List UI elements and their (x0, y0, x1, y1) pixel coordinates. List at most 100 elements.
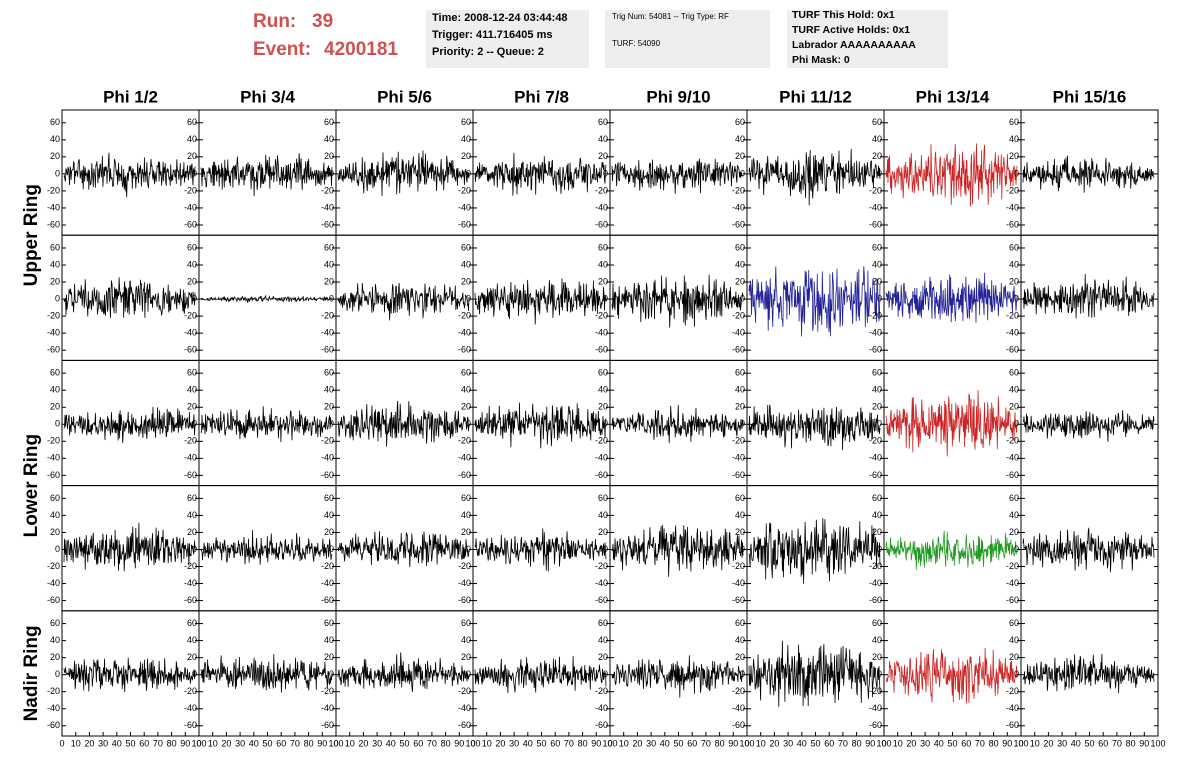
waveform (200, 653, 333, 693)
waveform (885, 272, 1018, 323)
x-tick-label: 10 (1030, 738, 1040, 748)
waveform (337, 652, 470, 693)
y-tick-label: 60 (187, 368, 197, 378)
y-tick-label: 20 (598, 652, 608, 662)
y-tick-label: -40 (458, 328, 471, 338)
y-tick-label: 60 (735, 242, 745, 252)
x-tick-label: 10 (619, 738, 629, 748)
y-tick-label: 60 (461, 242, 471, 252)
info-box (787, 10, 948, 68)
column-title: Phi 7/8 (514, 87, 569, 106)
y-tick-label: -20 (47, 310, 60, 320)
x-tick-label: 60 (550, 738, 560, 748)
x-tick-label: 30 (1057, 738, 1067, 748)
y-tick-label: -20 (458, 686, 471, 696)
y-tick-label: -40 (1006, 703, 1019, 713)
y-tick-label: -20 (47, 686, 60, 696)
waveform (1022, 410, 1155, 442)
y-tick-label: 40 (324, 259, 334, 269)
x-tick-label: 60 (824, 738, 834, 748)
y-tick-label: 60 (1009, 493, 1019, 503)
y-tick-label: 20 (324, 151, 334, 161)
y-tick-label: -20 (869, 561, 882, 571)
waveform (337, 400, 470, 447)
x-tick-label: 0 (196, 738, 201, 748)
y-tick-label: -20 (47, 436, 60, 446)
column-title: Phi 5/6 (377, 87, 432, 106)
y-tick-label: -20 (732, 436, 745, 446)
y-tick-label: 0 (603, 544, 608, 554)
waveform (337, 282, 470, 321)
y-tick-label: 40 (461, 510, 471, 520)
y-tick-label: -20 (321, 561, 334, 571)
waveform (63, 406, 196, 444)
waveform (63, 152, 196, 198)
y-tick-label: 0 (55, 419, 60, 429)
y-tick-label: -60 (595, 219, 608, 229)
y-tick-label: -60 (47, 345, 60, 355)
waveform (611, 158, 744, 194)
y-tick-label: -60 (1006, 345, 1019, 355)
x-tick-label: 80 (578, 738, 588, 748)
y-tick-label: -20 (595, 561, 608, 571)
x-tick-label: 10 (71, 738, 81, 748)
y-tick-label: -60 (732, 470, 745, 480)
column-title: Phi 3/4 (240, 87, 295, 106)
y-tick-label: -40 (184, 453, 197, 463)
y-tick-label: 20 (735, 652, 745, 662)
waveform (474, 402, 607, 449)
y-tick-label: 60 (324, 368, 334, 378)
y-tick-label: 20 (598, 402, 608, 412)
y-tick-label: -60 (869, 219, 882, 229)
y-tick-label: 0 (740, 168, 745, 178)
info-line: Labrador AAAAAAAAAA (792, 39, 916, 51)
y-tick-label: 60 (598, 618, 608, 628)
y-tick-label: 40 (735, 510, 745, 520)
x-tick-label: 90 (454, 738, 464, 748)
y-tick-label: 0 (877, 544, 882, 554)
y-tick-label: -20 (1006, 436, 1019, 446)
y-tick-label: -20 (732, 185, 745, 195)
y-tick-label: -40 (869, 453, 882, 463)
y-tick-label: 60 (872, 618, 882, 628)
x-tick-label: 30 (509, 738, 519, 748)
y-tick-label: -60 (47, 720, 60, 730)
y-tick-label: 40 (735, 635, 745, 645)
x-tick-label: 60 (687, 738, 697, 748)
y-tick-label: -20 (595, 436, 608, 446)
y-tick-label: -60 (1006, 595, 1019, 605)
y-tick-label: -60 (869, 470, 882, 480)
y-tick-label: 60 (324, 618, 334, 628)
y-tick-label: -20 (732, 310, 745, 320)
x-tick-label: 20 (221, 738, 231, 748)
y-tick-label: 0 (1014, 544, 1019, 554)
y-tick-label: -20 (1006, 310, 1019, 320)
x-tick-label: 0 (59, 738, 64, 748)
y-tick-label: -40 (321, 202, 334, 212)
y-tick-label: -40 (321, 578, 334, 588)
y-tick-label: 0 (877, 419, 882, 429)
waveform (748, 404, 881, 451)
waveform (474, 528, 607, 572)
y-tick-label: 0 (740, 293, 745, 303)
y-tick-label: 40 (735, 385, 745, 395)
y-tick-label: 20 (50, 527, 60, 537)
y-tick-label: 0 (329, 419, 334, 429)
y-tick-label: 60 (187, 117, 197, 127)
waveform (200, 406, 333, 443)
y-tick-label: 60 (598, 368, 608, 378)
y-tick-label: 40 (598, 385, 608, 395)
waveform (1022, 155, 1155, 193)
y-tick-label: 20 (872, 402, 882, 412)
info-line: Time: 2008-12-24 03:44:48 (432, 12, 568, 24)
x-tick-label: 30 (98, 738, 108, 748)
waveform (337, 531, 470, 568)
y-tick-label: 20 (872, 527, 882, 537)
row-label: Nadir Ring (21, 625, 42, 721)
y-tick-label: 0 (1014, 669, 1019, 679)
y-tick-label: 0 (877, 293, 882, 303)
x-tick-label: 80 (441, 738, 451, 748)
x-tick-label: 90 (317, 738, 327, 748)
x-tick-label: 40 (523, 738, 533, 748)
x-tick-label: 80 (715, 738, 725, 748)
